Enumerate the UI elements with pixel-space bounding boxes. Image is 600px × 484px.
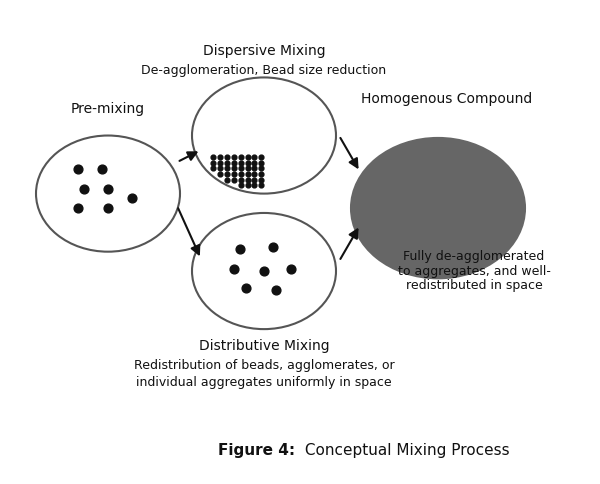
Point (236, 181, 245, 189)
Text: Distributive Mixing: Distributive Mixing (199, 339, 329, 353)
Point (73, 166, 83, 173)
Point (103, 185, 113, 193)
Point (257, 181, 266, 189)
Point (257, 176, 266, 183)
Point (242, 181, 253, 189)
Point (250, 153, 259, 161)
Point (127, 195, 137, 202)
Point (215, 153, 225, 161)
Point (229, 153, 239, 161)
Circle shape (192, 213, 336, 329)
Point (250, 176, 259, 183)
Point (235, 245, 245, 253)
Point (259, 267, 269, 275)
Point (229, 170, 239, 178)
Text: Dispersive Mixing: Dispersive Mixing (203, 44, 325, 58)
Point (271, 287, 281, 294)
Point (215, 170, 225, 178)
Point (250, 181, 259, 189)
Point (229, 165, 239, 172)
Text: Figure 4:: Figure 4: (218, 443, 300, 457)
Point (286, 265, 296, 272)
Text: Conceptual Mixing Process: Conceptual Mixing Process (300, 443, 509, 457)
Point (222, 153, 232, 161)
Point (242, 159, 253, 166)
Point (229, 265, 239, 272)
Point (257, 165, 266, 172)
Text: Fully de-agglomerated: Fully de-agglomerated (403, 250, 545, 263)
Point (242, 165, 253, 172)
Point (250, 170, 259, 178)
Point (236, 165, 245, 172)
Point (236, 153, 245, 161)
Point (250, 165, 259, 172)
Point (73, 204, 83, 212)
Point (103, 204, 113, 212)
Text: to aggregates, and well-: to aggregates, and well- (398, 265, 550, 277)
Text: Redistribution of beads, agglomerates, or: Redistribution of beads, agglomerates, o… (134, 359, 394, 372)
Point (222, 176, 232, 183)
Point (250, 159, 259, 166)
Text: individual aggregates uniformly in space: individual aggregates uniformly in space (136, 376, 392, 389)
Point (241, 284, 251, 292)
Text: redistributed in space: redistributed in space (406, 279, 542, 292)
Circle shape (351, 138, 525, 278)
Point (236, 176, 245, 183)
Point (236, 170, 245, 178)
Point (236, 159, 245, 166)
Point (242, 153, 253, 161)
Text: De-agglomeration, Bead size reduction: De-agglomeration, Bead size reduction (142, 64, 386, 76)
Point (97, 166, 107, 173)
Point (229, 176, 239, 183)
Point (222, 159, 232, 166)
Circle shape (36, 136, 180, 252)
Point (257, 170, 266, 178)
Point (208, 159, 218, 166)
Point (229, 159, 239, 166)
Point (242, 170, 253, 178)
Point (222, 170, 232, 178)
Point (268, 243, 278, 251)
Point (222, 165, 232, 172)
Point (257, 153, 266, 161)
Point (208, 153, 218, 161)
Text: Homogenous Compound: Homogenous Compound (361, 92, 533, 106)
Point (242, 176, 253, 183)
Point (257, 159, 266, 166)
Point (79, 185, 89, 193)
Circle shape (192, 77, 336, 194)
Point (215, 159, 225, 166)
Point (215, 165, 225, 172)
Text: Pre-mixing: Pre-mixing (71, 102, 145, 116)
Point (208, 165, 218, 172)
